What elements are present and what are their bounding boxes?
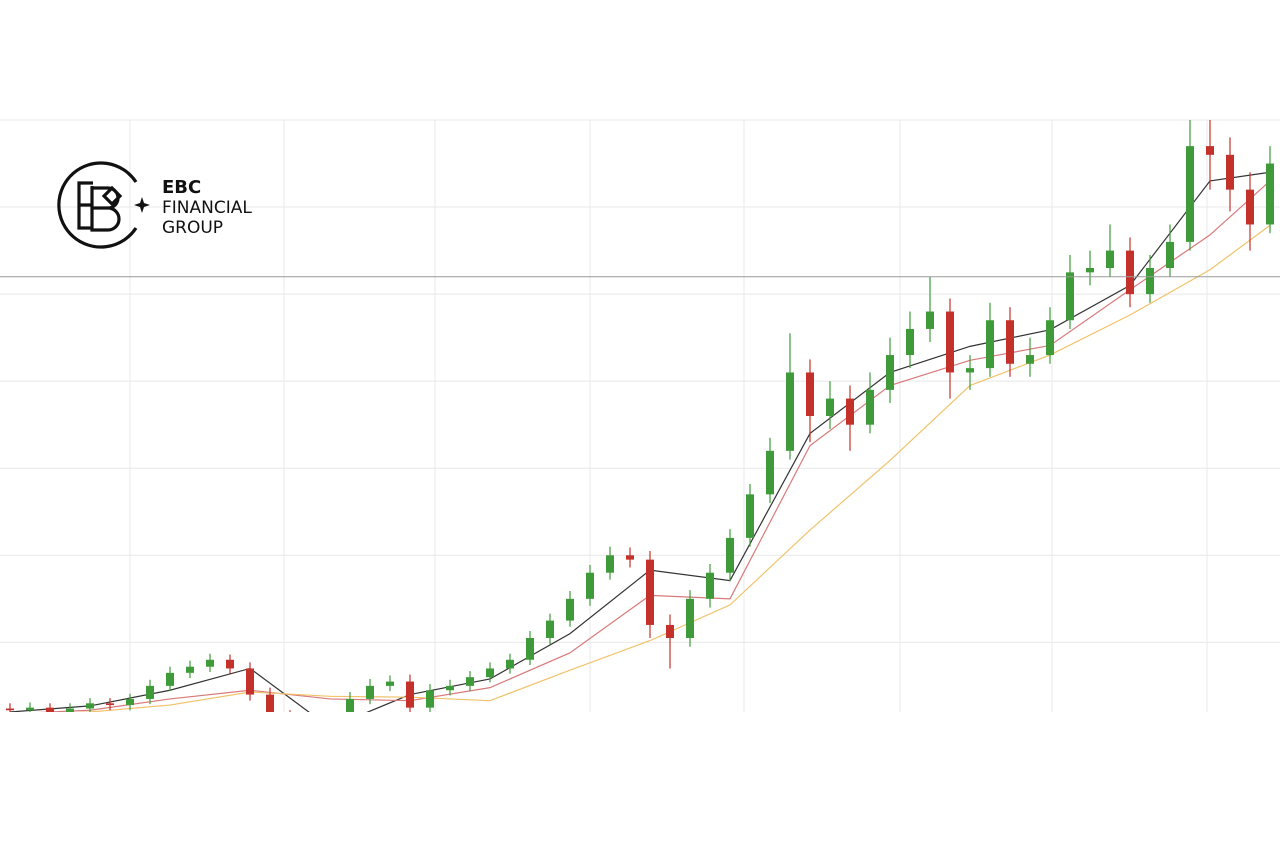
candle-body: [986, 320, 994, 369]
candle-body: [306, 725, 314, 728]
candle-body: [146, 685, 154, 699]
candle-body: [6, 708, 14, 711]
candle-body: [26, 707, 34, 711]
candle-body: [346, 698, 354, 712]
candle-body: [786, 372, 794, 451]
candle-body: [106, 703, 114, 706]
candle-body: [406, 681, 414, 708]
candle-body: [546, 620, 554, 638]
candle-body: [1106, 250, 1114, 268]
candle-body: [526, 638, 534, 660]
candle-body: [266, 694, 274, 712]
candle-body: [946, 311, 954, 373]
logo: EBC FINANCIAL GROUP: [57, 161, 252, 249]
candle-body: [246, 668, 254, 695]
candle-body: [886, 355, 894, 390]
candle-body: [486, 668, 494, 678]
candle-body: [586, 572, 594, 599]
candle-body: [1006, 320, 1014, 364]
logo-line: FINANCIAL: [162, 198, 252, 218]
candle-body: [466, 677, 474, 686]
candle-body: [566, 598, 574, 621]
candle-body: [86, 703, 94, 709]
candle-body: [646, 559, 654, 625]
candle-body: [746, 494, 754, 538]
moving-average: [36, 180, 1271, 712]
candle-body: [1186, 146, 1194, 242]
candle-body: [1026, 355, 1034, 364]
candle-body: [606, 555, 614, 573]
candle-body: [366, 685, 374, 699]
candle-body: [506, 659, 514, 669]
candle-body: [726, 537, 734, 573]
logo-mark: [57, 161, 138, 249]
candle-body: [326, 719, 334, 728]
plot-area: [0, 119, 1280, 728]
candle-body: [806, 372, 814, 416]
moving-average: [76, 224, 1271, 712]
candle-body: [666, 624, 674, 638]
candle-body: [1046, 320, 1054, 356]
candle-body: [166, 672, 174, 686]
logo-line: GROUP: [162, 218, 223, 238]
candle-body: [846, 398, 854, 425]
candle-body: [1266, 163, 1274, 225]
candle-body: [1066, 272, 1074, 321]
candle-body: [1226, 154, 1234, 190]
candle-body: [906, 328, 914, 356]
candle-body: [426, 690, 434, 708]
candle-body: [206, 659, 214, 667]
candle-body: [766, 450, 774, 495]
candle-body: [966, 368, 974, 373]
logo-star: [134, 197, 150, 213]
candle-body: [686, 598, 694, 638]
candle-body: [186, 666, 194, 673]
candle-body: [866, 389, 874, 425]
candle-body: [46, 707, 54, 712]
candle-body: [626, 555, 634, 560]
candle-body: [1086, 268, 1094, 273]
candle-body: [66, 708, 74, 712]
candle-body: [926, 311, 934, 329]
candle-body: [126, 698, 134, 706]
candle-body: [1246, 189, 1254, 225]
candle-body: [1146, 268, 1154, 295]
candle-body: [1206, 146, 1214, 155]
candle-body: [386, 681, 394, 686]
candle-body: [1166, 241, 1174, 268]
candle-body: [706, 572, 714, 599]
logo-name: EBC: [162, 177, 201, 198]
candle-body: [286, 716, 294, 725]
candle-body: [826, 398, 834, 416]
candle-body: [1126, 250, 1134, 295]
candle-body: [226, 659, 234, 669]
candle-body: [446, 685, 454, 691]
